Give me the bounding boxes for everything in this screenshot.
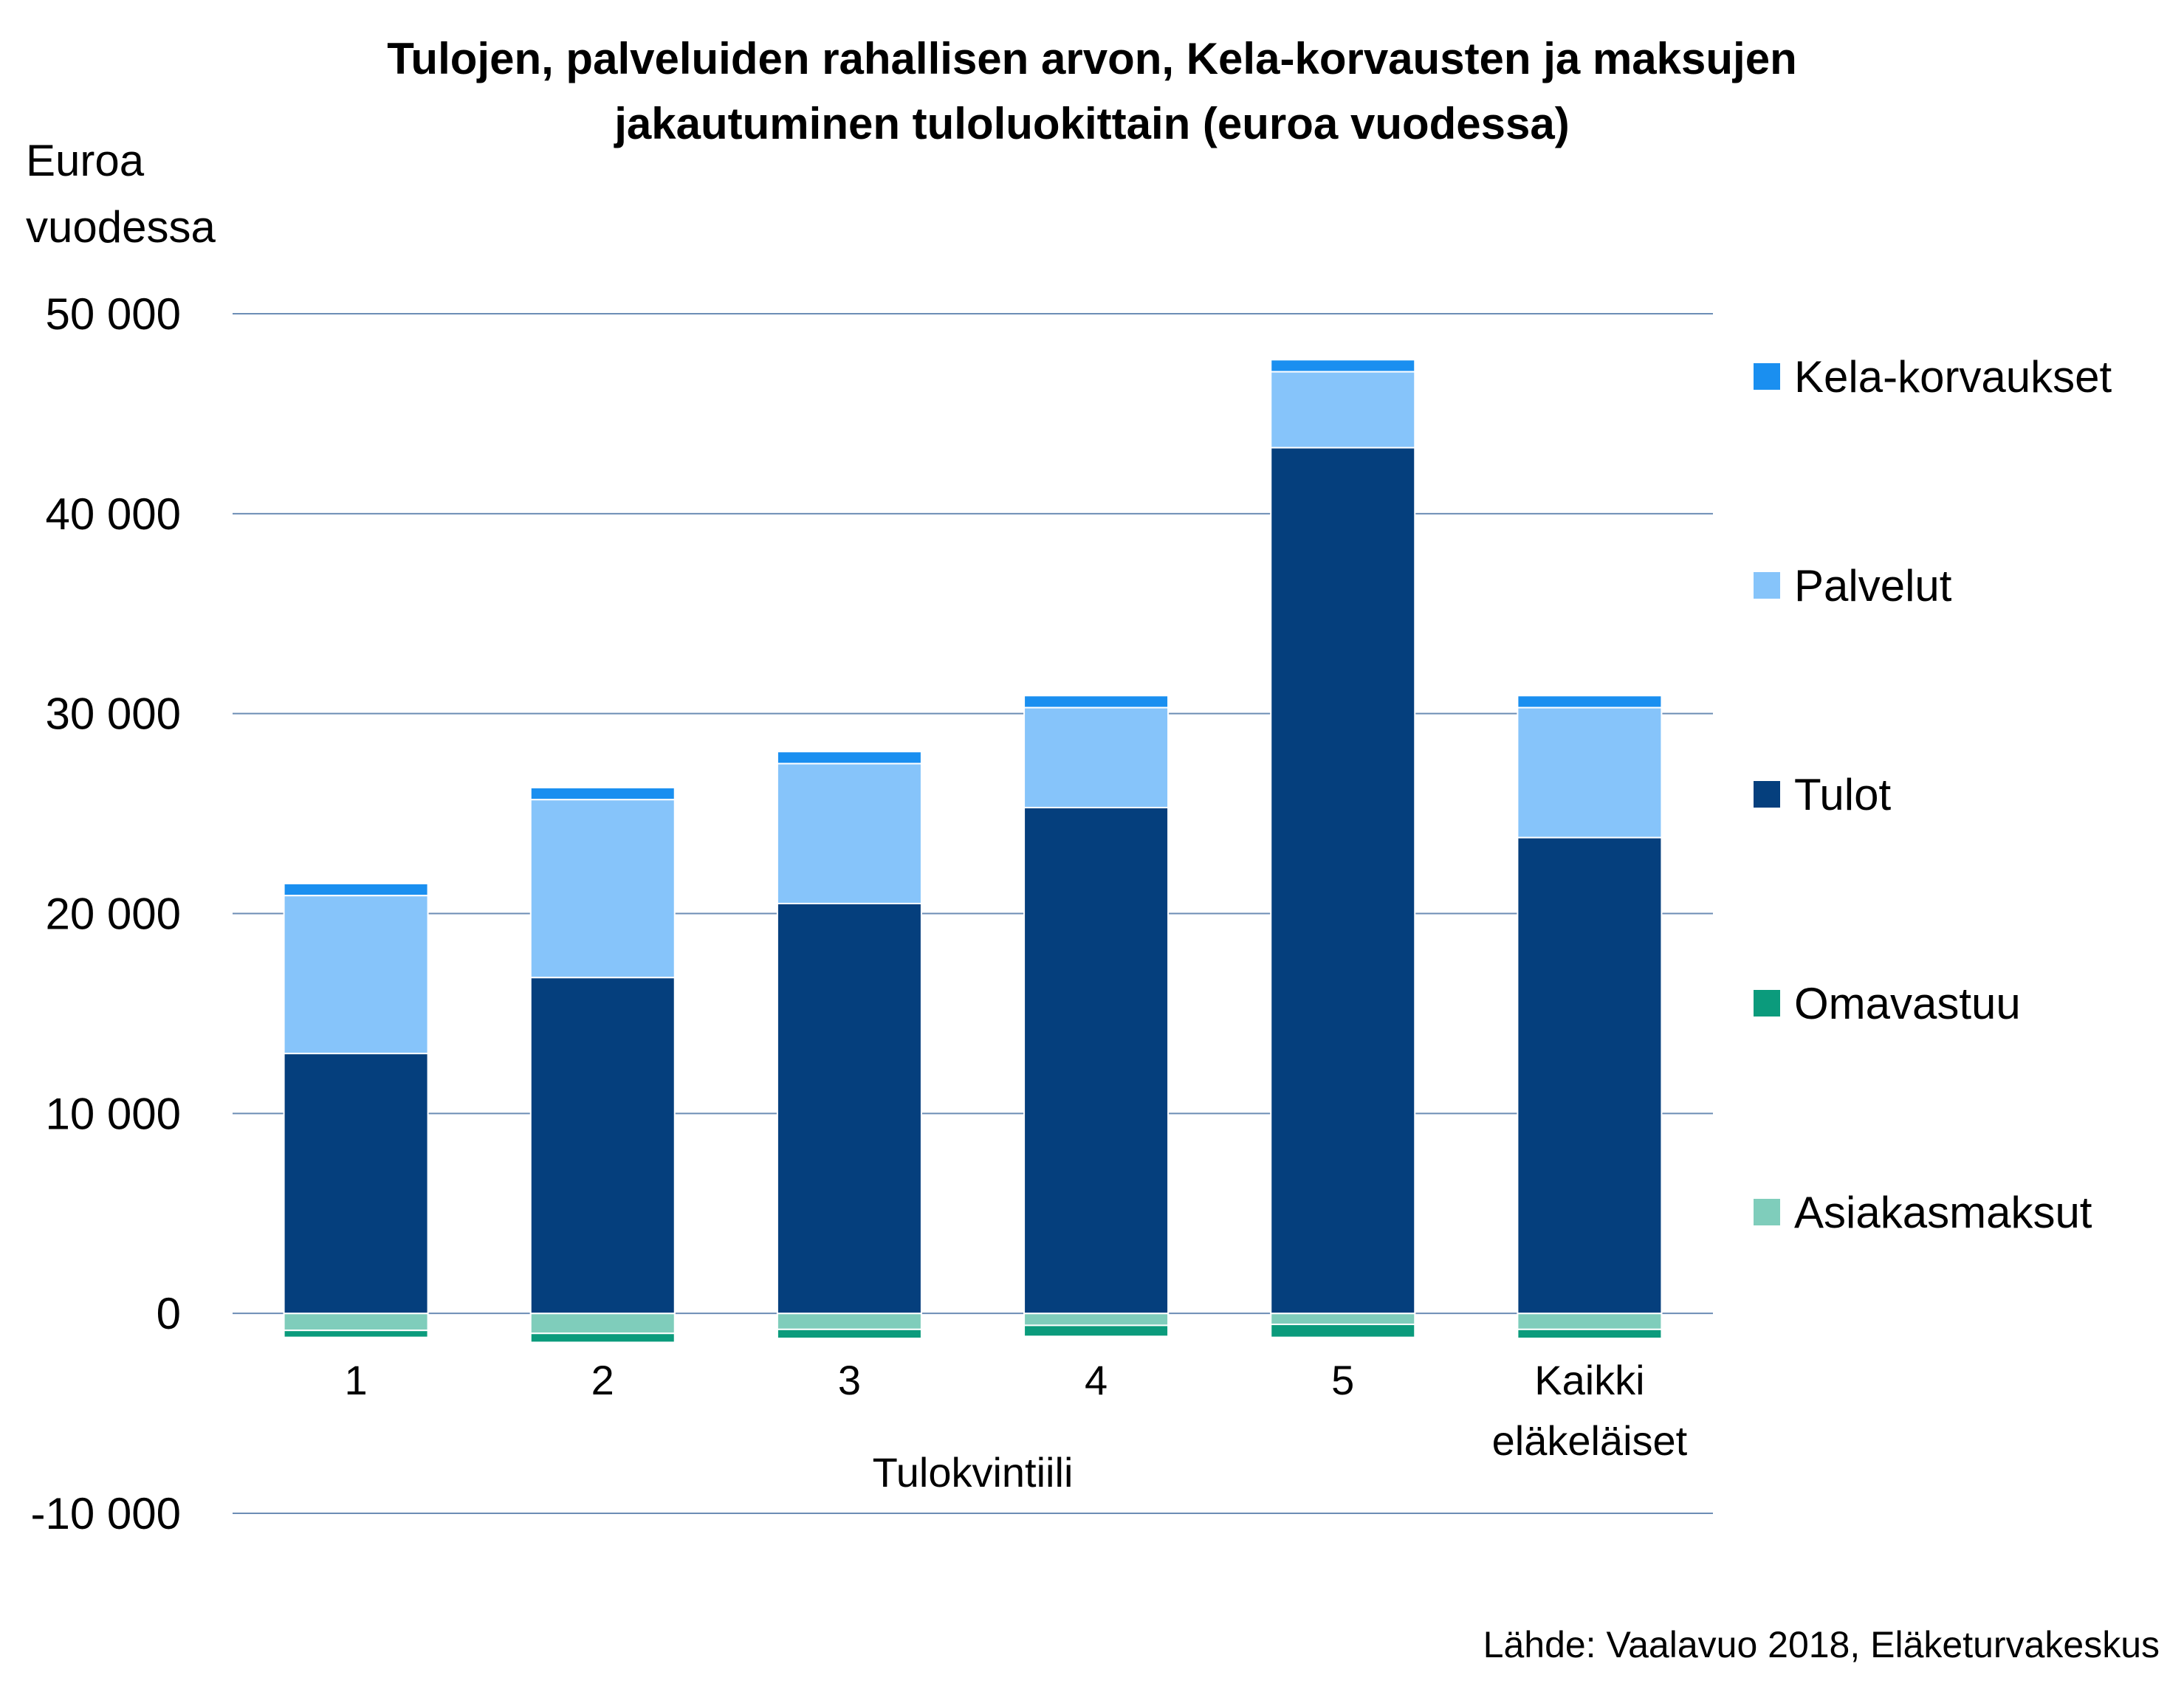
x-tick-label: 1 bbox=[345, 1357, 368, 1403]
bar-segment bbox=[1270, 1313, 1416, 1326]
bar-segment bbox=[1023, 1313, 1170, 1327]
x-tick-label: Kaikki bbox=[1534, 1357, 1644, 1403]
legend-label: Tulot bbox=[1794, 770, 1891, 819]
bar-segment bbox=[776, 902, 922, 1315]
legend-label: Omavastuu bbox=[1794, 979, 2021, 1028]
chart-title: Tulojen, palveluiden rahallisen arvon, K… bbox=[387, 34, 1797, 148]
y-tick-label: 40 000 bbox=[45, 489, 181, 539]
bar-segment bbox=[776, 1328, 922, 1340]
legend-swatch bbox=[1754, 990, 1780, 1017]
bar-segment bbox=[283, 895, 429, 1055]
y-tick-label: 30 000 bbox=[45, 689, 181, 739]
x-tick-label: eläkeläiset bbox=[1492, 1417, 1688, 1464]
legend-label: Asiakasmaksut bbox=[1794, 1188, 2092, 1237]
legend-label: Kela-korvaukset bbox=[1794, 352, 2112, 402]
gridlines bbox=[233, 313, 1713, 1514]
y-tick-label: 10 000 bbox=[45, 1089, 181, 1138]
chart-title-line-2: jakautuminen tuloluokittain (euroa vuode… bbox=[614, 99, 1570, 148]
y-tick-label: 0 bbox=[157, 1289, 181, 1338]
x-axis-title: Tulokvintiili bbox=[873, 1449, 1074, 1496]
bar-segment bbox=[529, 1313, 676, 1335]
bars bbox=[283, 359, 1663, 1344]
y-axis-title-line-2: vuodessa bbox=[26, 202, 216, 252]
bar-segment bbox=[1023, 706, 1170, 808]
bar-segment bbox=[1023, 695, 1170, 709]
bar-segment bbox=[529, 977, 676, 1315]
bar-segment bbox=[1270, 447, 1416, 1315]
chart-title-line-1: Tulojen, palveluiden rahallisen arvon, K… bbox=[387, 34, 1797, 83]
x-tick-label: 2 bbox=[591, 1357, 614, 1403]
bar-segment bbox=[529, 786, 676, 801]
bar-segment bbox=[283, 882, 429, 897]
bar-segment bbox=[1517, 1328, 1663, 1340]
bar-segment bbox=[1023, 1324, 1170, 1338]
x-tick-label: 3 bbox=[838, 1357, 861, 1403]
legend-swatch bbox=[1754, 781, 1780, 808]
bar-segment bbox=[529, 799, 676, 979]
bar-segment bbox=[1270, 1324, 1416, 1338]
x-axis-tick-labels: 1 2 3 4 5 Kaikki eläkeläiset bbox=[345, 1357, 1688, 1464]
legend-label: Palvelut bbox=[1794, 561, 1952, 610]
bar-segment bbox=[1517, 695, 1663, 709]
y-axis-tick-labels: 50 000 40 000 30 000 20 000 10 000 0 -10 000 bbox=[31, 289, 182, 1538]
y-tick-label: 50 000 bbox=[45, 289, 181, 339]
bar-segment bbox=[776, 751, 922, 765]
legend-swatch bbox=[1754, 572, 1780, 599]
source-note: Lähde: Vaalavuo 2018, Eläketurvakeskus bbox=[1483, 1624, 2160, 1665]
bar-segment bbox=[776, 763, 922, 904]
bar-segment bbox=[1270, 371, 1416, 449]
y-tick-label: 20 000 bbox=[45, 890, 181, 939]
bar-segment bbox=[283, 1313, 429, 1332]
x-tick-label: 4 bbox=[1085, 1357, 1108, 1403]
bar-segment bbox=[1517, 1313, 1663, 1330]
bar-segment bbox=[1023, 806, 1170, 1315]
legend-swatch bbox=[1754, 1199, 1780, 1225]
y-axis-title: Euroa vuodessa bbox=[26, 136, 216, 252]
bar-segment bbox=[1517, 836, 1663, 1315]
legend-swatch bbox=[1754, 363, 1780, 390]
y-tick-label: -10 000 bbox=[31, 1489, 182, 1538]
y-axis-title-line-1: Euroa bbox=[26, 136, 145, 185]
bar-segment bbox=[283, 1053, 429, 1315]
bar-segment bbox=[1270, 359, 1416, 373]
bar-segment bbox=[529, 1332, 676, 1344]
bar-segment bbox=[776, 1313, 922, 1330]
bar-segment bbox=[283, 1329, 429, 1338]
x-tick-label: 5 bbox=[1331, 1357, 1354, 1403]
bar-segment bbox=[1517, 706, 1663, 839]
legend: Kela-korvaukset Palvelut Tulot Omavastuu Asi… bbox=[1754, 352, 2112, 1237]
